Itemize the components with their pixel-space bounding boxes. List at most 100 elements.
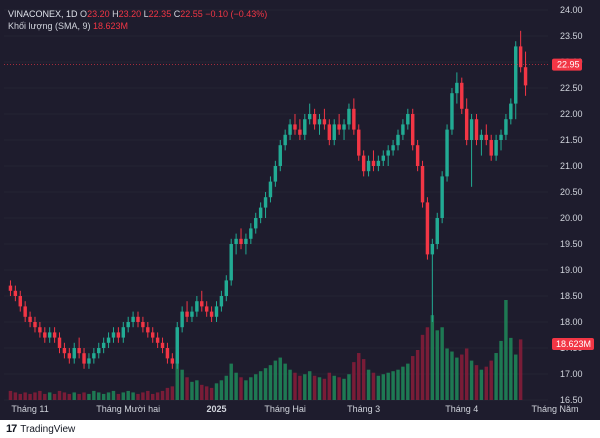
candle-body [131,316,135,322]
volume-indicator-label[interactable]: Khối lượng (SMA, 9) [8,21,91,31]
candle-body [244,238,248,244]
volume-bar [376,375,381,400]
volume-bar [87,393,91,400]
volume-bar [116,393,121,400]
time-tick-label: Tháng 3 [347,404,380,414]
candle-body [425,202,430,255]
candle-body [72,348,76,359]
candle-body [8,285,13,291]
high-value: 23.20 [118,9,142,19]
volume-bar [371,372,376,400]
candle-body [514,46,518,104]
candle-body [464,108,469,140]
candle-body [77,348,81,354]
volume-bar [72,392,76,400]
last-price-badge [552,58,582,71]
change-value: −0.10 (−0.43%) [205,9,268,19]
candle-body [420,166,425,203]
low-label: L [143,9,149,19]
close-label: C [173,9,181,19]
candle-body [268,181,273,198]
volume-bar [469,360,474,400]
volume-bar [111,390,116,400]
volume-bar [337,377,341,400]
volume-bar [165,387,170,400]
candle-body [47,332,52,338]
volume-bar [190,381,194,400]
candle-body [430,244,435,255]
volume-bar [518,339,523,400]
volume-bar [254,374,258,400]
candle-body [469,119,474,140]
volume-badge-label: 18.623M [556,339,591,349]
price-tick-label: 21.50 [560,135,583,145]
candle-body [347,108,351,125]
candle-body [317,119,322,125]
volume-bar [494,353,498,400]
volume-bar [146,390,150,400]
candle-body [116,332,121,338]
volume-bar [155,392,160,400]
price-tick-label: 23.50 [560,31,583,41]
candle-body [391,145,395,151]
volume-bar [312,375,317,400]
volume-bar [317,377,322,400]
volume-bar [52,393,57,400]
candle-body [283,134,287,146]
tradingview-logo-icon: 17 [6,423,17,435]
candle-body [494,140,498,156]
candle-body [435,218,439,244]
price-tick-label: 22.00 [560,109,583,119]
candle-body [38,327,42,333]
candle-body [249,228,253,239]
price-tick-label: 16.50 [560,395,583,405]
volume-bar [263,368,268,400]
candle-body [504,119,508,135]
price-tick-label: 20.00 [560,213,583,223]
candlestick-chart[interactable]: 24.0023.5023.0022.5022.0021.5021.0020.50… [0,0,600,420]
candle-body [224,280,229,296]
last-price-label: 22.95 [557,60,580,70]
volume-bar [13,392,18,400]
volume-bar [509,337,513,400]
volume-bar [484,366,489,400]
volume-bar [101,393,106,400]
ohlc-row: VINACONEX, 1D O23.20 H23.20 L22.35 C22.5… [8,8,267,20]
candle-body [415,145,420,166]
volume-bar [136,393,140,400]
price-tick-label: 22.50 [560,83,583,93]
candle-body [460,82,464,109]
volume-bar [273,360,278,400]
volume-bar [455,357,459,400]
candle-body [411,114,415,146]
axis-badges: 22.95 18.623M [552,58,594,350]
volume-bar [229,363,233,400]
candle-body [450,93,454,130]
candle-body [479,134,484,140]
volume-bar [92,390,96,400]
candle-body [337,124,341,130]
open-label: O [80,9,88,19]
candle-body [366,160,371,172]
volume-bar [160,390,165,400]
high-label: H [112,9,119,19]
symbol-label[interactable]: VINACONEX, 1D [8,9,78,19]
volume-bar [195,380,199,400]
volume-indicator-value: 18.623M [92,21,129,31]
candle-body [146,327,150,333]
chart-legend[interactable]: VINACONEX, 1D O23.20 H23.20 L22.35 C22.5… [8,8,267,32]
volume-bar [411,356,415,400]
candle-body [175,327,179,364]
candle-body [97,348,101,354]
volume-bar [420,334,425,400]
candle-body [361,155,366,172]
time-axis[interactable]: Tháng 11 Tháng Mười hai 2025 Tháng Hai Tháng… [11,404,600,414]
tradingview-logo[interactable]: 17 TradingView [6,423,75,435]
candle-body [489,140,493,156]
candle-body [258,207,263,218]
candle-body [43,332,47,338]
time-tick-label: 2025 [206,404,226,414]
time-tick-label: Tháng Năm [531,404,578,414]
volume-bar [352,362,356,400]
